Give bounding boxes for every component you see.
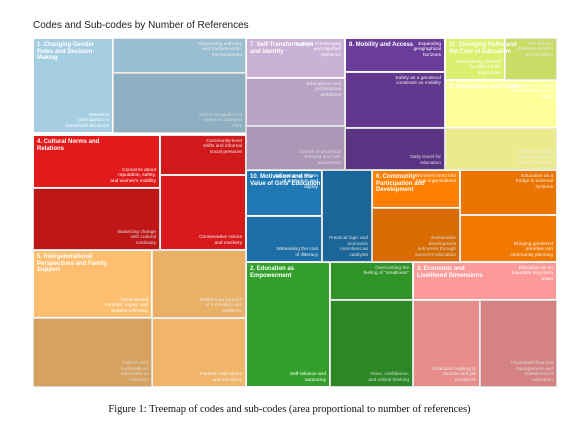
group-title: 6. Community Participation and Developme… [376, 174, 425, 194]
code-label: Witnessing the cost of illiteracy [276, 247, 318, 258]
group-title: 10. Motivation and the Value of Girls' E… [250, 174, 321, 187]
code-cell: Women's participation in household decis… [33, 38, 113, 133]
code-label: Generational contrast, regret, and hopef… [105, 297, 148, 314]
code-label: Education as an insurable long-term asse… [511, 266, 553, 282]
figure-title: Codes and Sub-codes by Number of Referen… [33, 20, 249, 31]
code-label: Women's participation in household decis… [65, 112, 109, 129]
code-label: Desire for stable employment and financi… [517, 149, 553, 166]
code-cell: Self-reliance and autonomy [246, 262, 330, 387]
code-cell: Expanding geographical horizons [345, 38, 445, 72]
code-cell: Overcoming the feeling of "smallness" [330, 262, 413, 300]
code-label: Negotiating authority and tradition with… [198, 42, 242, 58]
code-cell: Education as a form of protection and di… [246, 170, 322, 216]
code-cell: Education as a path to self-reliance and… [445, 80, 557, 128]
code-label: Education as a path to self-reliance and… [510, 84, 553, 100]
group-title: 7. Self-Transformation and Identity [250, 42, 314, 55]
code-label: The tension between comfort and ambition [517, 42, 553, 58]
code-cell: Education leading to income and job pros… [413, 300, 480, 387]
code-label: Safety as a gendered constraint on mobil… [395, 76, 441, 87]
group-title: 8. Mobility and Access [349, 42, 414, 48]
code-label: Balancing change with cultural continuit… [117, 229, 156, 246]
code-cell: Sustainable development outcomes through… [372, 208, 460, 262]
code-label: Practical logic and economic incentives … [329, 236, 368, 258]
code-cell: Educational and professional ambitions [246, 78, 345, 126]
code-label: Education leading to income and job pros… [432, 366, 476, 383]
code-cell: Generational contrast, regret, and hopef… [33, 250, 152, 318]
group-title: 5. Intergenerational Perspectives and Fa… [37, 254, 108, 274]
code-cell: The tension between comfort and ambition [505, 38, 557, 80]
code-cell: Education as a bridge to external system… [460, 170, 557, 215]
code-cell: Balancing change with cultural continuit… [33, 188, 160, 250]
code-label: Mothers as sources of motivation and res… [200, 297, 242, 314]
code-cell: Conservative voices and mockery [160, 175, 246, 250]
code-cell: Daily travel for education [345, 128, 445, 170]
code-cell: Safety as a gendered constraint on mobil… [345, 72, 445, 128]
code-cell: Bringing gendered priorities into commun… [460, 215, 557, 262]
code-label: Men's recognition of women's changed rol… [199, 112, 242, 129]
code-cell: Fathers and husbands as advocates or con… [33, 318, 152, 387]
code-label: Household financial management and inves… [511, 361, 553, 383]
code-label: Educational and professional ambitions [306, 82, 341, 98]
code-cell: Household financial management and inves… [480, 300, 557, 387]
code-cell: Education as an insurable long-term asse… [413, 262, 557, 300]
code-cell: Negotiating authority and tradition with… [113, 38, 246, 73]
code-cell: Community-level shifts and informal soci… [160, 135, 246, 175]
code-label: Parents' aspirations and sacrifices [200, 372, 242, 383]
code-label: Daily travel for education [410, 155, 441, 166]
code-label: Education as a form of protection and di… [275, 174, 318, 190]
code-label: Discontinuity dictated by different life… [455, 59, 501, 76]
group-title: 3. Economic and Livelihood Dimensions [417, 266, 483, 279]
code-cell: A sense of belonging and dignified prese… [246, 38, 345, 78]
code-label: A sense of belonging and dignified prese… [296, 42, 341, 58]
code-label: Women's entry into local organizations [415, 174, 456, 185]
group-title: 11. Diverging Paths and the Cost of Educ… [449, 42, 517, 55]
code-cell: Parents' aspirations and sacrifices [152, 318, 246, 387]
group-title: 9. Aspirations and Goals [449, 84, 520, 90]
code-cell: Desire for stable employment and financi… [445, 128, 557, 170]
code-label: Conservative voices and mockery [199, 235, 242, 246]
code-cell: Concerns about reputation, safety, and w… [33, 135, 160, 188]
code-label: Community-level shifts and informal soci… [203, 139, 242, 155]
group-title: 2. Education as Empowerment [250, 266, 295, 279]
code-cell: Mothers as sources of motivation and res… [152, 250, 246, 318]
figure-caption: Figure 1: Treemap of codes and sub-codes… [108, 404, 471, 415]
group-title: 1. Changing Gender Roles and Decision-Ma… [37, 42, 95, 62]
code-label: Self-reliance and autonomy [290, 372, 326, 383]
group-title: 4. Cultural Norms and Relations [37, 139, 100, 152]
code-cell: Voice, confidence, and critical thinking [330, 300, 413, 387]
code-label: Fathers and husbands as advocates or con… [120, 361, 148, 383]
code-label: Sustainable development outcomes through… [415, 236, 456, 258]
code-label: Education as a bridge to external system… [515, 174, 553, 190]
code-cell: Men's recognition of women's changed rol… [113, 73, 246, 133]
code-label: Expanding geographical horizons [413, 42, 441, 58]
code-label: Growth of analytical thinking and self-a… [298, 149, 341, 166]
code-label: Overcoming the feeling of "smallness" [363, 266, 409, 277]
code-label: Voice, confidence, and critical thinking [368, 372, 409, 383]
code-cell: Women's entry into local organizations [372, 170, 460, 208]
code-label: Concerns about reputation, safety, and w… [110, 167, 156, 184]
code-cell: Growth of analytical thinking and self-a… [246, 126, 345, 170]
code-cell: Witnessing the cost of illiteracy [246, 216, 322, 262]
code-cell: Discontinuity dictated by different life… [445, 38, 505, 80]
code-cell: Practical logic and economic incentives … [322, 170, 372, 262]
code-label: Bringing gendered priorities into commun… [510, 241, 553, 258]
